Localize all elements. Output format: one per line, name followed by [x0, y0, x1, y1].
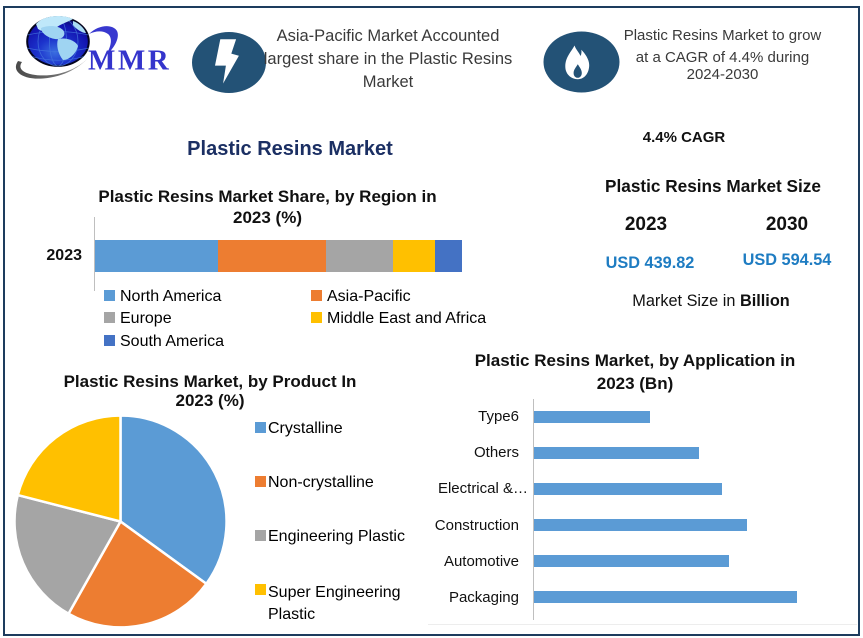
svg-text:MMR: MMR: [88, 45, 171, 77]
